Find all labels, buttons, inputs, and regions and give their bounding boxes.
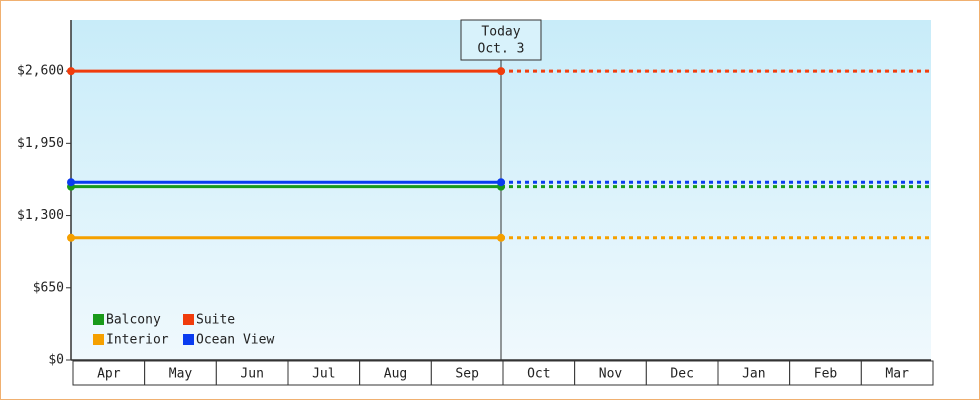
x-tick-label: Dec [670, 367, 693, 382]
month-cell [144, 360, 217, 386]
x-tick-label: Jul [312, 367, 335, 382]
legend-swatch [183, 314, 194, 325]
point [67, 67, 75, 76]
x-tick-label: Sep [455, 367, 479, 382]
point [67, 178, 75, 187]
legend-swatch [93, 334, 104, 345]
x-tick-label: Feb [814, 367, 838, 382]
month-cell [72, 360, 146, 386]
y-tick-label: $0 [48, 353, 64, 368]
point [497, 233, 505, 242]
month-cell [430, 360, 504, 386]
today-label: Today [481, 25, 520, 40]
y-tick-label: $1,950 [17, 136, 64, 151]
x-tick-label: Oct [527, 367, 550, 382]
x-tick-label: May [169, 367, 193, 382]
y-tick-label: $1,300 [17, 208, 64, 223]
month-cell [717, 360, 791, 386]
x-tick-label: Nov [599, 367, 623, 382]
legend-swatch [93, 314, 104, 325]
point [497, 178, 505, 187]
legend-label: Balcony [106, 313, 161, 328]
y-tick-label: $2,600 [17, 64, 64, 79]
point [497, 67, 505, 76]
x-tick-label: Jun [240, 367, 263, 382]
month-cell [215, 360, 289, 386]
x-tick-label: Mar [885, 367, 909, 382]
month-cell [502, 360, 576, 386]
x-tick-label: Jan [742, 367, 765, 382]
y-tick-label: $650 [33, 280, 64, 295]
legend-label: Suite [196, 313, 235, 328]
x-tick-label: Aug [384, 367, 407, 382]
x-tick-label: Apr [97, 367, 121, 382]
month-cell [359, 360, 432, 386]
month-cell [645, 360, 719, 386]
month-cell [287, 360, 361, 386]
legend-swatch [183, 334, 194, 345]
month-cell [574, 360, 647, 386]
legend-label: Ocean View [196, 333, 274, 348]
today-box [460, 19, 542, 61]
month-cell [860, 360, 934, 386]
legend-label: Interior [106, 333, 169, 348]
point [67, 233, 75, 242]
today-date: Oct. 3 [478, 42, 525, 57]
